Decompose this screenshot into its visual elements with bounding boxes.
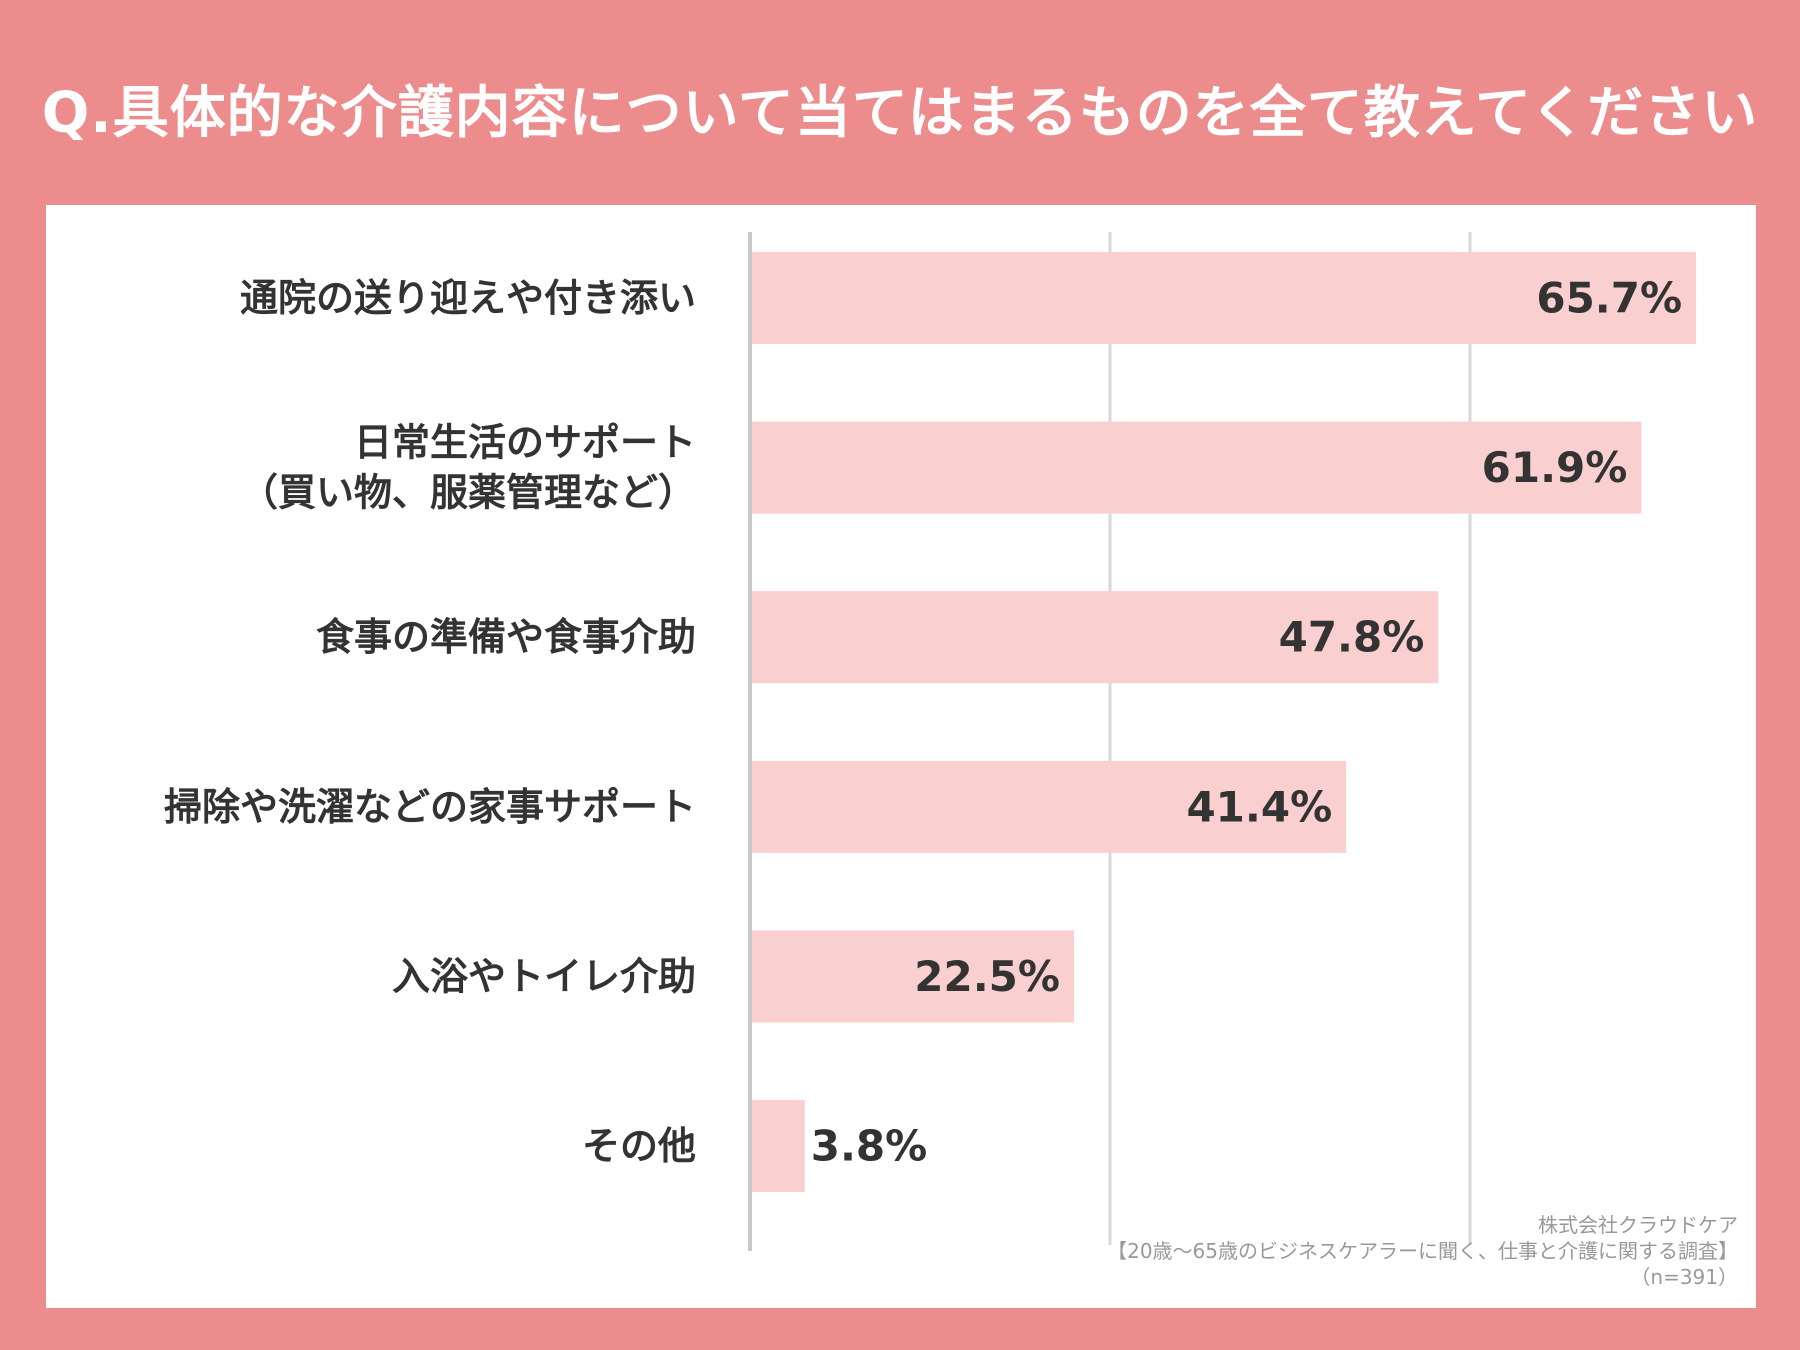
- source-note: 株式会社クラウドケア 【20歳～65歳のビジネスケアラーに聞く、仕事と介護に関す…: [1107, 1212, 1738, 1290]
- value-label-0: 65.7%: [1536, 274, 1682, 323]
- source-company: 株式会社クラウドケア: [1538, 1213, 1738, 1237]
- bar-5: [750, 1100, 805, 1192]
- category-label-3: 掃除や洗濯などの家事サポート: [164, 785, 696, 829]
- bar-1: [750, 421, 1642, 514]
- bar-2: [750, 591, 1439, 684]
- category-label-1-line-1: （買い物、服薬管理など）: [240, 471, 696, 515]
- category-label-2: 食事の準備や食事介助: [316, 615, 696, 659]
- value-label-3: 41.4%: [1186, 782, 1332, 831]
- value-label-1: 61.9%: [1482, 443, 1628, 492]
- chart-title: Q.具体的な介護内容について当てはまるものを全て教えてください: [41, 81, 1759, 146]
- category-label-4: 入浴やトイレ介助: [392, 954, 696, 998]
- chart-panel: 65.7% 61.9% 47.8% 41.4% 22.5% 3.8% 通院の送り迎えや付き添…: [46, 205, 1756, 1308]
- category-label-1-line-0: 日常生活のサポート: [354, 421, 696, 465]
- bar-chart: 65.7% 61.9% 47.8% 41.4% 22.5% 3.8% 通院の送り迎えや付き添…: [164, 232, 1697, 1251]
- bar-4: [750, 930, 1074, 1023]
- source-survey: 【20歳～65歳のビジネスケアラーに聞く、仕事と介護に関する調査】: [1107, 1239, 1738, 1263]
- value-label-5: 3.8%: [811, 1122, 927, 1171]
- value-label-4: 22.5%: [914, 952, 1060, 1001]
- bar-0: [750, 252, 1697, 344]
- source-sample: （n=391）: [1630, 1265, 1738, 1289]
- category-label-5: その他: [582, 1124, 696, 1168]
- bar-3: [750, 760, 1347, 853]
- value-label-2: 47.8%: [1279, 613, 1425, 662]
- category-label-0: 通院の送り迎えや付き添い: [240, 276, 696, 320]
